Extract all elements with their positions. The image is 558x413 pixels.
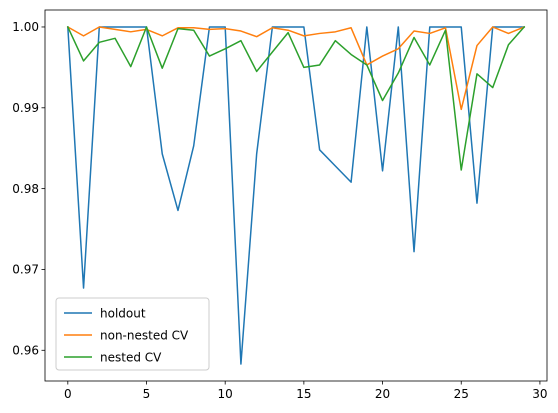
legend-label-nested-cv: nested CV	[100, 350, 162, 364]
legend: holdout non-nested CV nested CV	[55, 297, 210, 371]
y-tick-label: 1.00	[12, 20, 39, 34]
x-tick-label: 25	[454, 387, 469, 401]
x-tick-label: 5	[143, 387, 151, 401]
x-tick-label: 0	[64, 387, 72, 401]
x-tick-label: 20	[375, 387, 390, 401]
y-tick-label: 0.96	[12, 343, 39, 357]
legend-box	[55, 297, 210, 371]
y-tick-label: 0.97	[12, 263, 39, 277]
y-tick-label: 0.98	[12, 182, 39, 196]
plot-lines	[66, 25, 526, 365]
x-axis: 0 5 10 15 20 25 30	[64, 381, 548, 401]
series-line-non-nested-cv	[66, 25, 526, 111]
series-line-holdout	[67, 26, 525, 365]
x-tick-label: 15	[296, 387, 311, 401]
y-axis: 0.96 0.97 0.98 0.99 1.00	[12, 20, 45, 357]
series-line-nested-cv	[66, 25, 526, 171]
x-tick-label: 30	[532, 387, 547, 401]
legend-label-holdout: holdout	[100, 306, 146, 320]
legend-label-non-nested-cv: non-nested CV	[100, 328, 189, 342]
axes-frame	[44, 9, 548, 382]
x-tick-label: 10	[218, 387, 233, 401]
y-tick-label: 0.99	[12, 101, 39, 115]
